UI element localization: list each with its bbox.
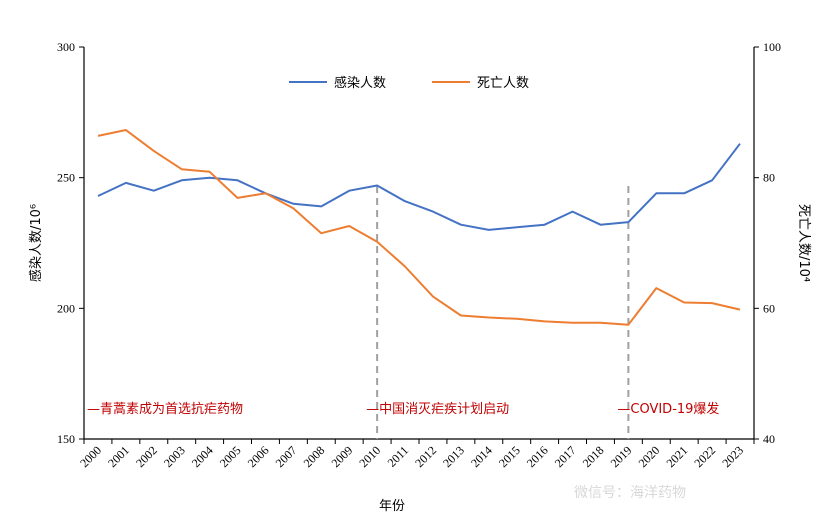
x-tick-label: 2014: [468, 443, 495, 470]
y-left-tick-label: 250: [57, 171, 75, 185]
y-axis-left-label: 感染人数/10⁶: [28, 204, 44, 282]
y-right-tick-label: 100: [763, 40, 781, 54]
x-tick-label: 2016: [524, 443, 551, 470]
x-tick-label: 2003: [161, 443, 188, 470]
x-tick-label: 2008: [301, 443, 328, 470]
x-tick-label: 2010: [356, 443, 383, 470]
x-tick-label: 2004: [189, 443, 216, 470]
x-tick-label: 2017: [552, 443, 579, 470]
series-layer: [97, 129, 741, 326]
x-tick-label: 2005: [217, 443, 244, 470]
annotation-label: —中国消灭疟疾计划启动: [366, 402, 509, 417]
x-tick-label: 2019: [608, 443, 635, 470]
watermark-text: 微信号：海洋药物: [574, 485, 686, 501]
x-tick-label: 2013: [440, 443, 467, 470]
y-left-tick-label: 150: [57, 432, 75, 446]
y-left-tick-label: 300: [57, 40, 75, 54]
x-tick-label: 2001: [105, 443, 132, 470]
y-right-tick-label: 40: [763, 432, 775, 446]
x-tick-label: 2002: [133, 443, 160, 470]
x-tick-label: 2006: [245, 443, 272, 470]
y-right-tick-label: 80: [763, 171, 775, 185]
x-tick-label: 2012: [412, 443, 439, 470]
annotation-label: —青蒿素成为首选抗疟药物: [87, 402, 243, 417]
annotations: —青蒿素成为首选抗疟药物 —中国消灭疟疾计划启动 —COVID-19爆发: [87, 186, 719, 439]
x-axis-label: 年份: [379, 499, 405, 514]
x-tick-label: 2020: [636, 443, 663, 470]
legend-label-1: 感染人数: [334, 75, 386, 91]
x-tick-label: 2018: [580, 443, 607, 470]
x-tick-label: 2011: [385, 443, 412, 470]
y-left-tick-label: 200: [57, 301, 75, 315]
x-tick-label: 2023: [719, 443, 746, 470]
y-axis-right-label: 死亡人数/10⁴: [796, 204, 811, 282]
legend-label-2: 死亡人数: [477, 76, 529, 91]
x-tick-label: 2009: [328, 443, 355, 470]
x-tick-label: 2000: [77, 443, 104, 470]
series-line-1: [97, 143, 741, 231]
x-tick-label: 2015: [496, 443, 523, 470]
x-tick-label: 2021: [663, 443, 690, 470]
y-right-tick-label: 60: [763, 301, 775, 315]
x-tick-label: 2007: [273, 443, 300, 470]
series-line-2: [97, 129, 741, 326]
x-tick-label: 2022: [691, 443, 718, 470]
legend: 感染人数 死亡人数: [289, 75, 529, 91]
annotation-label: —COVID-19爆发: [617, 401, 719, 417]
